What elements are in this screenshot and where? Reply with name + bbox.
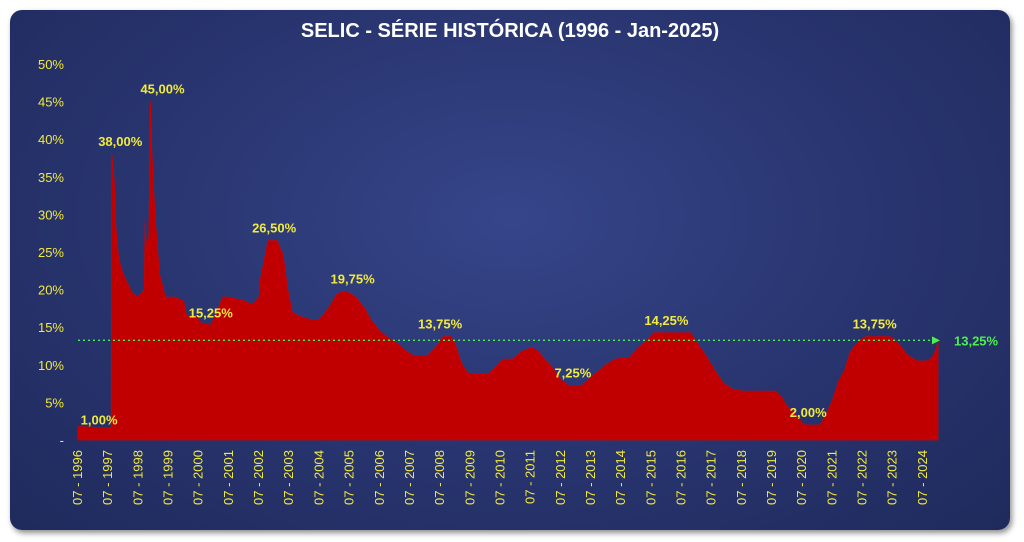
series-area-path xyxy=(77,101,939,441)
x-tick-label: 07 - 2000 xyxy=(191,450,206,505)
data-label: 1,00% xyxy=(81,412,118,427)
y-tick-label: 10% xyxy=(38,358,64,373)
chart-frame: SELIC - SÉRIE HISTÓRICA (1996 - Jan-2025… xyxy=(10,10,1010,530)
y-tick-label: - xyxy=(60,433,64,448)
x-tick-label: 07 - 2002 xyxy=(251,450,266,505)
x-tick-label: 07 - 2008 xyxy=(432,450,447,505)
series-area xyxy=(77,101,939,441)
data-label: 14,25% xyxy=(644,313,689,328)
y-tick-label: 25% xyxy=(38,245,64,260)
data-label: 7,25% xyxy=(554,365,591,380)
x-tick-label: 07 - 2001 xyxy=(221,450,236,505)
x-tick-label: 07 - 2012 xyxy=(553,450,568,505)
x-tick-label: 07 - 2014 xyxy=(613,450,628,505)
selic-chart: - 5% 10% 15% 20% 25% 30% 35% 40% 45% 50% 07 - 1996… xyxy=(38,57,999,505)
data-label: 13,75% xyxy=(418,317,463,332)
x-tick-label: 07 - 2007 xyxy=(402,450,417,505)
data-label: 38,00% xyxy=(98,134,143,149)
current-rate-label: 13,25% xyxy=(954,333,999,348)
x-tick-label: 07 - 1996 xyxy=(70,450,85,505)
x-tick-label: 07 - 2024 xyxy=(915,450,930,505)
x-tick-label: 07 - 2020 xyxy=(794,450,809,505)
x-tick-label: 07 - 2023 xyxy=(885,450,900,505)
data-label: 19,75% xyxy=(331,271,376,286)
x-tick-label: 07 - 1998 xyxy=(130,450,145,505)
x-tick-label: 07 - 2005 xyxy=(342,450,357,505)
chart-title: SELIC - SÉRIE HISTÓRICA (1996 - Jan-2025… xyxy=(300,20,720,42)
x-tick-label: 07 - 2021 xyxy=(824,450,839,505)
y-tick-label: 35% xyxy=(38,170,64,185)
data-label: 26,50% xyxy=(252,221,297,236)
x-tick-label: 07 - 1999 xyxy=(161,450,176,505)
y-tick-label: 5% xyxy=(45,395,64,410)
x-tick-label: 07 - 2017 xyxy=(704,450,719,505)
x-axis: 07 - 1996 07 - 1997 07 - 1998 07 - 1999 07 -… xyxy=(70,450,930,505)
annotations: 1,00% 38,00% 45,00% 15,25% 26,50% 19,75% 13,75… xyxy=(81,82,897,428)
data-label: 13,75% xyxy=(853,317,898,332)
x-tick-label: 07 - 2004 xyxy=(311,450,326,505)
x-tick-label: 07 - 2011 xyxy=(523,450,538,504)
x-tick-label: 07 - 2003 xyxy=(281,450,296,505)
data-label: 15,25% xyxy=(189,305,234,320)
y-tick-label: 20% xyxy=(38,283,64,298)
x-tick-label: 07 - 2006 xyxy=(372,450,387,505)
current-rate-arrowhead xyxy=(932,336,940,345)
current-rate-line: 13,25% xyxy=(78,333,999,348)
data-label: 45,00% xyxy=(140,82,185,97)
x-tick-label: 07 - 2018 xyxy=(734,450,749,505)
y-tick-label: 40% xyxy=(38,132,64,147)
y-tick-label: 45% xyxy=(38,95,64,110)
y-tick-label: 50% xyxy=(38,57,64,72)
x-tick-label: 07 - 2010 xyxy=(492,450,507,505)
y-tick-label: 15% xyxy=(38,320,64,335)
x-tick-label: 07 - 2009 xyxy=(462,450,477,505)
y-tick-label: 30% xyxy=(38,207,64,222)
x-tick-label: 07 - 1997 xyxy=(100,450,115,505)
x-tick-label: 07 - 2015 xyxy=(643,450,658,505)
x-tick-label: 07 - 2016 xyxy=(674,450,689,505)
y-axis: - 5% 10% 15% 20% 25% 30% 35% 40% 45% 50% xyxy=(38,57,64,448)
data-label: 2,00% xyxy=(790,405,827,420)
x-tick-label: 07 - 2019 xyxy=(764,450,779,505)
x-tick-label: 07 - 2022 xyxy=(855,450,870,505)
x-tick-label: 07 - 2013 xyxy=(583,450,598,505)
